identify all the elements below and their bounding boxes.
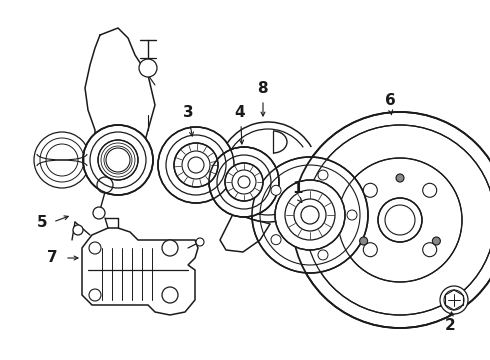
Circle shape (158, 127, 234, 203)
Circle shape (318, 170, 328, 180)
Text: 1: 1 (293, 180, 303, 195)
Circle shape (301, 206, 319, 224)
Circle shape (97, 177, 113, 193)
Circle shape (347, 210, 357, 220)
Circle shape (396, 174, 404, 182)
Circle shape (338, 158, 462, 282)
Circle shape (225, 163, 263, 201)
Text: 5: 5 (37, 215, 48, 230)
Circle shape (196, 238, 204, 246)
Circle shape (318, 250, 328, 260)
Circle shape (162, 287, 178, 303)
Circle shape (363, 183, 377, 197)
Circle shape (174, 143, 218, 187)
Circle shape (423, 243, 437, 257)
Circle shape (275, 180, 345, 250)
Circle shape (360, 237, 368, 245)
Circle shape (209, 147, 279, 217)
Circle shape (139, 59, 157, 77)
Circle shape (252, 157, 368, 273)
Text: 8: 8 (257, 81, 268, 95)
Text: 7: 7 (47, 251, 57, 266)
Text: 3: 3 (183, 104, 194, 120)
Circle shape (83, 125, 153, 195)
Text: 4: 4 (235, 104, 245, 120)
Text: 6: 6 (385, 93, 395, 108)
Circle shape (73, 225, 83, 235)
Text: 2: 2 (444, 318, 455, 333)
Circle shape (98, 140, 138, 180)
Circle shape (271, 185, 281, 195)
Circle shape (89, 289, 101, 301)
Circle shape (162, 240, 178, 256)
Circle shape (292, 112, 490, 328)
Circle shape (89, 242, 101, 254)
Circle shape (271, 235, 281, 245)
Circle shape (378, 198, 422, 242)
Circle shape (432, 237, 441, 245)
Circle shape (305, 125, 490, 315)
Polygon shape (82, 228, 198, 315)
Circle shape (363, 243, 377, 257)
Circle shape (93, 207, 105, 219)
Circle shape (423, 183, 437, 197)
Circle shape (440, 286, 468, 314)
